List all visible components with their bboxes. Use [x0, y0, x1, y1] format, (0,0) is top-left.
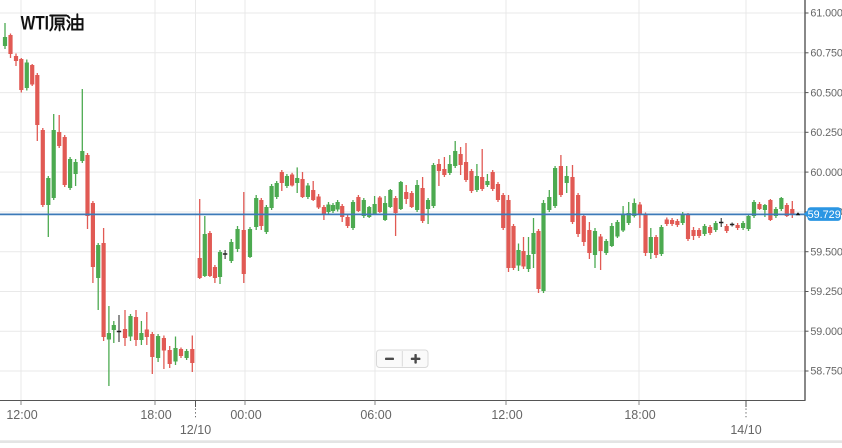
svg-text:12:00: 12:00 [6, 408, 37, 422]
svg-text:14/10: 14/10 [730, 423, 761, 437]
svg-text:59.250: 59.250 [810, 286, 842, 298]
svg-text:60.500: 60.500 [810, 87, 842, 99]
svg-text:00:00: 00:00 [230, 408, 261, 422]
svg-text:18:00: 18:00 [624, 408, 655, 422]
svg-text:58.750: 58.750 [810, 366, 842, 378]
svg-text:60.000: 60.000 [810, 167, 842, 179]
svg-text:18:00: 18:00 [140, 408, 171, 422]
svg-text:60.250: 60.250 [810, 127, 842, 139]
svg-text:59.500: 59.500 [810, 246, 842, 258]
svg-text:12/10: 12/10 [180, 423, 211, 437]
svg-text:06:00: 06:00 [360, 408, 391, 422]
svg-text:61.000: 61.000 [810, 8, 842, 20]
svg-text:WTI: WTI [21, 14, 49, 35]
svg-text:12:00: 12:00 [491, 408, 522, 422]
svg-text:60.750: 60.750 [810, 48, 842, 60]
svg-text:59.729: 59.729 [808, 209, 841, 221]
svg-text:59.000: 59.000 [810, 326, 842, 338]
